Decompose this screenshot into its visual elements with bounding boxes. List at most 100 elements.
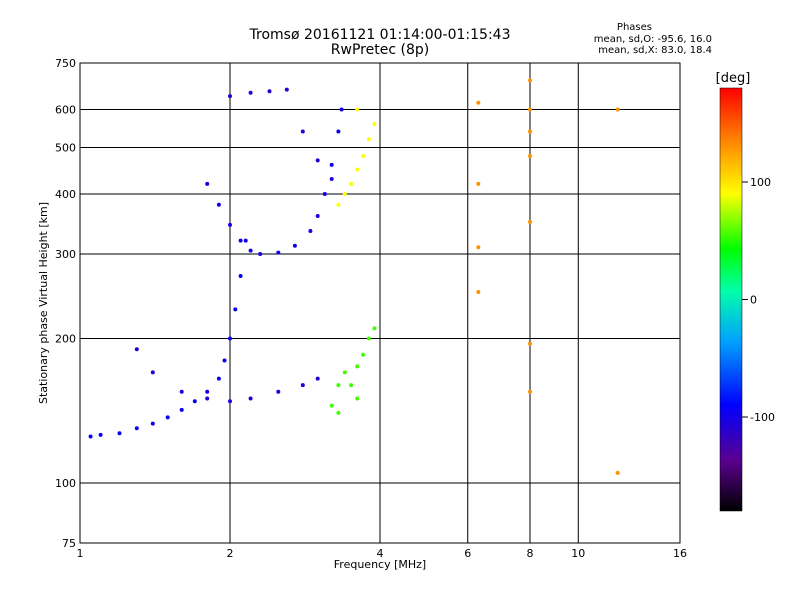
echo-point bbox=[315, 158, 320, 163]
echo-point bbox=[349, 383, 354, 388]
y-tick-label: 300 bbox=[55, 248, 76, 261]
echo-point bbox=[329, 177, 334, 181]
echo-point bbox=[336, 383, 341, 388]
echo-point bbox=[258, 252, 263, 256]
echo-point bbox=[361, 154, 366, 158]
echo-point bbox=[205, 181, 210, 186]
colorbar-tick-label: 0 bbox=[750, 294, 757, 307]
echo-point bbox=[372, 326, 377, 331]
echo-point bbox=[192, 399, 197, 404]
x-axis-ticks: 1 2 4 6 8 10 16 bbox=[77, 547, 688, 560]
echo-point bbox=[528, 154, 532, 158]
echo-point bbox=[366, 336, 371, 341]
y-tick-label: 75 bbox=[62, 537, 76, 550]
x-tick-label: 6 bbox=[464, 547, 471, 560]
y-axis-label: Stationary phase Virtual Height [km] bbox=[37, 202, 50, 404]
echo-point bbox=[315, 214, 320, 218]
echo-point bbox=[355, 107, 360, 112]
echo-point bbox=[134, 347, 139, 352]
echo-point bbox=[322, 192, 327, 196]
echo-point bbox=[222, 358, 227, 363]
echo-point bbox=[476, 181, 481, 186]
echo-point bbox=[179, 407, 184, 412]
x-axis-label: Frequency [MHz] bbox=[334, 558, 426, 571]
x-tick-label: 8 bbox=[527, 547, 534, 560]
echo-point bbox=[117, 431, 122, 436]
echo-point bbox=[165, 415, 170, 420]
plot-grid bbox=[80, 63, 680, 543]
plot-frame bbox=[79, 62, 681, 544]
y-tick-label: 600 bbox=[55, 104, 76, 117]
echo-point bbox=[355, 364, 360, 369]
echo-point bbox=[205, 389, 210, 394]
echo-point bbox=[615, 107, 620, 112]
x-tick-label: 1 bbox=[77, 547, 84, 560]
echo-point bbox=[248, 248, 253, 253]
echo-point bbox=[228, 222, 232, 227]
echo-point bbox=[276, 389, 281, 394]
echo-point bbox=[476, 290, 481, 294]
echo-point bbox=[276, 250, 281, 255]
x-tick-label: 2 bbox=[227, 547, 234, 560]
echo-point bbox=[336, 410, 341, 415]
echo-point bbox=[228, 336, 232, 341]
echo-point bbox=[300, 129, 305, 134]
echo-point bbox=[284, 87, 289, 92]
echo-point bbox=[339, 107, 344, 112]
echo-point bbox=[528, 341, 532, 346]
echo-point bbox=[88, 434, 93, 439]
echo-point bbox=[355, 167, 360, 172]
y-tick-label: 200 bbox=[55, 333, 76, 346]
echo-point bbox=[528, 78, 532, 83]
echo-point bbox=[248, 90, 253, 95]
echo-point bbox=[336, 202, 341, 207]
echo-point bbox=[233, 307, 238, 312]
echo-point bbox=[98, 432, 103, 437]
echo-point bbox=[238, 238, 243, 243]
echo-point bbox=[300, 383, 305, 388]
chart-title-line2: RwPretec (8p) bbox=[330, 42, 430, 58]
colorbar-ticks: 100 0 -100 bbox=[742, 176, 775, 424]
y-axis-ticks: 75 100 200 300 400 500 600 750 bbox=[55, 57, 76, 550]
echo-point bbox=[228, 399, 232, 404]
colorbar-tick-label: -100 bbox=[750, 411, 775, 424]
echo-point bbox=[205, 396, 210, 401]
echo-point bbox=[528, 389, 532, 394]
echo-point bbox=[355, 396, 360, 401]
y-tick-label: 100 bbox=[55, 477, 76, 490]
echo-point bbox=[243, 238, 248, 243]
echo-point bbox=[615, 470, 620, 475]
echo-point bbox=[528, 219, 532, 224]
x-tick-label: 16 bbox=[673, 547, 687, 560]
colorbar-tick-label: 100 bbox=[750, 176, 771, 189]
echo-point bbox=[308, 229, 313, 233]
echo-point bbox=[134, 426, 139, 431]
colorbar bbox=[719, 87, 743, 512]
echo-point bbox=[179, 389, 184, 394]
echo-point bbox=[476, 100, 481, 105]
echo-point bbox=[366, 137, 371, 142]
echo-point bbox=[329, 162, 334, 167]
echo-point bbox=[248, 396, 253, 401]
echo-point bbox=[342, 370, 347, 375]
echo-point bbox=[349, 181, 354, 186]
colorbar-label: [deg] bbox=[716, 71, 751, 86]
echo-point bbox=[216, 376, 221, 381]
x-tick-label: 4 bbox=[377, 547, 384, 560]
echo-point bbox=[528, 107, 532, 112]
echo-point bbox=[528, 129, 532, 134]
echo-point bbox=[267, 89, 272, 94]
echo-point bbox=[228, 94, 232, 99]
echo-point bbox=[150, 370, 155, 375]
echo-point bbox=[292, 243, 297, 248]
echo-point bbox=[238, 274, 243, 278]
x-tick-label: 10 bbox=[571, 547, 585, 560]
echo-point bbox=[329, 403, 334, 408]
y-tick-label: 750 bbox=[55, 57, 76, 70]
echo-points bbox=[88, 78, 620, 475]
stats-title: Phases bbox=[616, 22, 652, 33]
stats-x-mode: mean, sd,X: 83.0, 18.4 bbox=[598, 45, 712, 56]
echo-point bbox=[315, 376, 320, 381]
echo-point bbox=[342, 192, 347, 196]
